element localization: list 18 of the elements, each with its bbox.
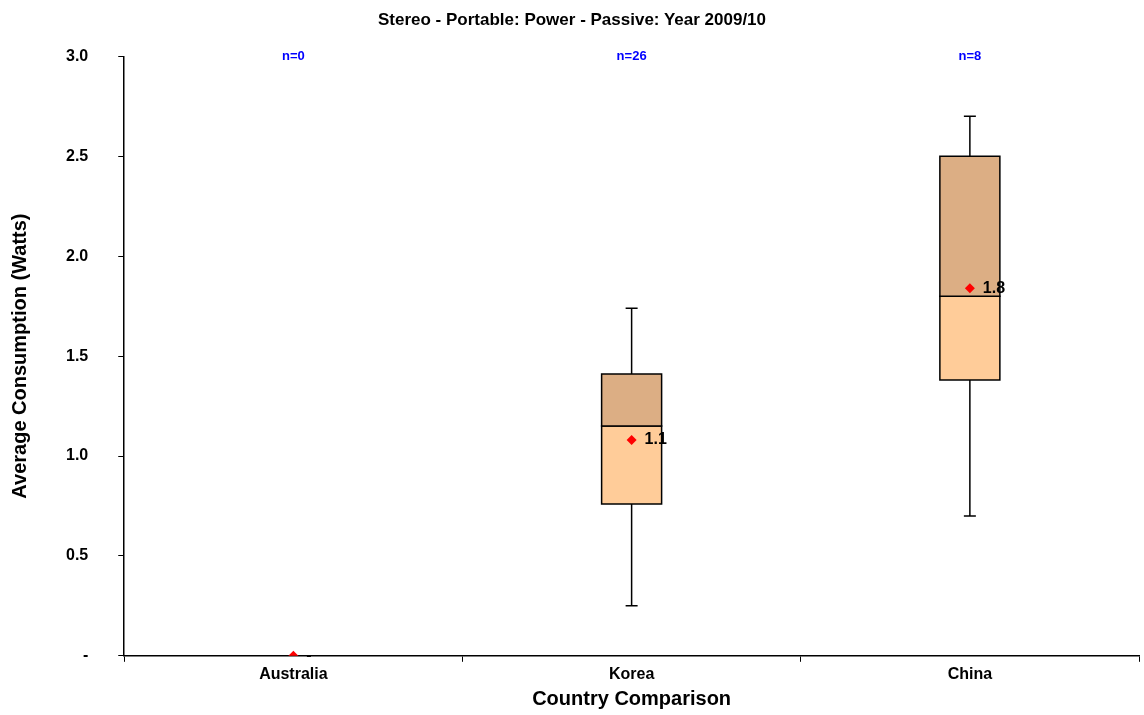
y-tick-label: 2.5 [65,146,89,164]
annotation: n=8 [958,47,982,63]
y-axis-title: Average Consumption (Watts) [7,213,30,499]
y-tick-label: 3.0 [65,46,89,64]
y-tick-label: 1.5 [65,346,89,364]
y-tick-label: - [82,646,89,664]
annotation: n=0 [281,47,305,63]
y-tick-label: 0.5 [65,546,89,564]
y-tick-label: 1.0 [65,446,89,464]
point [964,283,975,294]
point [626,435,637,446]
annotation: n=26 [616,47,647,63]
x-tick-label: Australia [259,664,328,682]
x-tick-label: Korea [608,664,655,682]
x-tick-label: China [947,664,993,682]
y-tick-label: 2.0 [65,246,89,264]
x-axis-title: Country Comparison [532,686,732,709]
chart-title: Stereo - Portable: Power - Passive: Year 2009/10 [377,9,767,29]
